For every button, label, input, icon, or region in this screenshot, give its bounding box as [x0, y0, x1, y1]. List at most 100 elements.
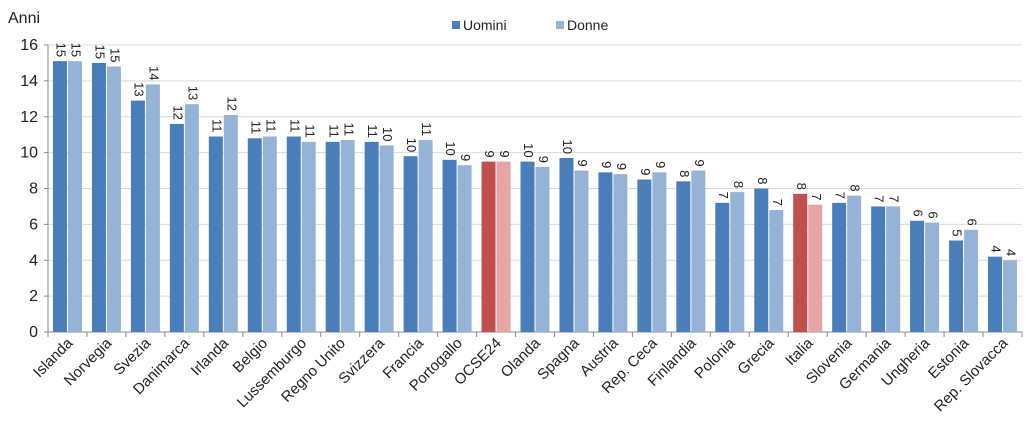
bar-uomini-austria [598, 172, 613, 332]
bar-donne-lussemburgo [301, 141, 316, 332]
bar-uomini-islanda [52, 61, 67, 333]
data-label-donne-estonia: 6 [965, 219, 980, 226]
data-label-uomini-germania: 7 [872, 195, 887, 202]
data-label-donne-svizzera: 10 [380, 127, 395, 141]
bar-uomini-grecia [754, 188, 769, 332]
data-label-uomini-spagna: 10 [560, 140, 575, 154]
legend: Uomini Donne [452, 17, 608, 33]
y-tick-label: 8 [29, 181, 38, 198]
bar-donne-francia [418, 140, 433, 332]
bar-donne-italia [808, 204, 823, 332]
data-label-donne-regno-unito: 11 [341, 123, 356, 137]
data-label-uomini-ungheria: 6 [911, 210, 926, 217]
y-tick-label: 16 [20, 37, 38, 54]
bar-donne-olanda [535, 166, 550, 332]
y-tick-label: 2 [29, 288, 38, 305]
data-label-donne-danimarca: 13 [185, 86, 200, 100]
bar-uomini-rep-ceca [637, 179, 652, 332]
data-label-donne-ungheria: 6 [926, 211, 941, 218]
data-label-uomini-finlandia: 8 [677, 170, 692, 177]
data-label-donne-grecia: 7 [770, 199, 785, 206]
bar-uomini-svizzera [364, 141, 379, 332]
data-label-uomini-estonia: 5 [950, 229, 965, 236]
data-label-donne-rep-ceca: 9 [653, 161, 668, 168]
bar-donne-svezia [145, 84, 160, 333]
bar-donne-ocse24 [496, 161, 511, 332]
data-label-donne-ocse24: 9 [497, 150, 512, 157]
bar-donne-austria [613, 174, 628, 332]
data-label-donne-portogallo: 9 [458, 154, 473, 161]
data-label-donne-norvegia: 15 [108, 48, 123, 62]
data-label-donne-polonia: 8 [731, 181, 746, 188]
bar-donne-spagna [574, 170, 589, 332]
bar-donne-danimarca [184, 104, 199, 332]
bar-donne-estonia [964, 229, 979, 332]
bar-uomini-belgio [247, 138, 262, 332]
y-tick-label: 12 [20, 109, 38, 126]
category-label: Spagna [534, 334, 583, 383]
data-label-uomini-austria: 9 [599, 161, 614, 168]
legend-label-uomini: Uomini [463, 17, 507, 33]
bar-donne-grecia [769, 210, 784, 332]
data-label-uomini-rep-slovacca: 4 [989, 245, 1004, 252]
bar-uomini-italia [793, 193, 808, 332]
bar-donne-irlanda [223, 114, 238, 332]
bars [52, 61, 1018, 333]
data-label-donne-rep-slovacca: 4 [1004, 249, 1019, 256]
category-label: Irlanda [188, 334, 233, 379]
category-label: Polonia [691, 334, 739, 382]
data-label-uomini-svizzera: 11 [365, 124, 380, 138]
data-label-uomini-islanda: 15 [54, 43, 69, 57]
y-tick-label: 0 [29, 324, 38, 341]
bar-donne-belgio [262, 136, 277, 332]
bar-uomini-estonia [949, 240, 964, 332]
bar-uomini-olanda [520, 161, 535, 332]
bar-uomini-regno-unito [325, 141, 340, 332]
data-label-uomini-portogallo: 10 [443, 141, 458, 155]
data-label-donne-svezia: 14 [146, 66, 161, 80]
data-label-donne-belgio: 11 [263, 119, 278, 133]
bar-uomini-danimarca [169, 123, 184, 332]
bar-uomini-germania [871, 206, 886, 332]
bar-donne-ungheria [925, 222, 940, 332]
bar-uomini-ocse24 [481, 161, 496, 332]
data-label-donne-francia: 11 [419, 123, 434, 137]
bar-uomini-portogallo [442, 159, 457, 332]
bar-uomini-polonia [715, 202, 730, 332]
category-labels: IslandaNorvegiaSveziaDanimarcaIrlandaBel… [30, 334, 1012, 415]
data-label-uomini-grecia: 8 [755, 177, 770, 184]
bar-donne-finlandia [691, 170, 706, 332]
data-label-uomini-ocse24: 9 [482, 150, 497, 157]
data-label-uomini-slovenia: 7 [833, 192, 848, 199]
data-label-donne-italia: 7 [809, 193, 824, 200]
bar-donne-germania [886, 206, 901, 332]
legend-swatch-donne [556, 21, 564, 29]
data-label-donne-finlandia: 9 [692, 159, 707, 166]
bar-donne-polonia [730, 192, 745, 332]
bar-donne-regno-unito [340, 140, 355, 332]
legend-label-donne: Donne [567, 17, 608, 33]
bar-uomini-finlandia [676, 181, 691, 332]
data-label-uomini-danimarca: 12 [170, 105, 185, 119]
data-label-uomini-olanda: 10 [521, 143, 536, 157]
data-label-donne-lussemburgo: 11 [302, 124, 317, 138]
data-label-donne-islanda: 15 [69, 43, 84, 57]
bar-donne-svizzera [379, 145, 394, 332]
y-axis-title: Anni [8, 10, 40, 27]
bar-uomini-slovenia [832, 202, 847, 332]
y-tick-label: 4 [29, 252, 38, 269]
data-label-donne-olanda: 9 [536, 156, 551, 163]
data-label-donne-spagna: 9 [575, 159, 590, 166]
bar-donne-rep-slovacca [1003, 260, 1018, 332]
bar-donne-slovenia [847, 195, 862, 332]
data-label-uomini-regno-unito: 11 [326, 124, 341, 138]
bar-donne-rep-ceca [652, 172, 667, 332]
y-tick-label: 14 [20, 73, 38, 90]
data-label-donne-germania: 7 [887, 195, 902, 202]
data-label-uomini-irlanda: 11 [209, 119, 224, 133]
y-tick-label: 6 [29, 216, 38, 233]
category-label: Italia [782, 334, 817, 369]
category-label: Grecia [734, 334, 778, 378]
